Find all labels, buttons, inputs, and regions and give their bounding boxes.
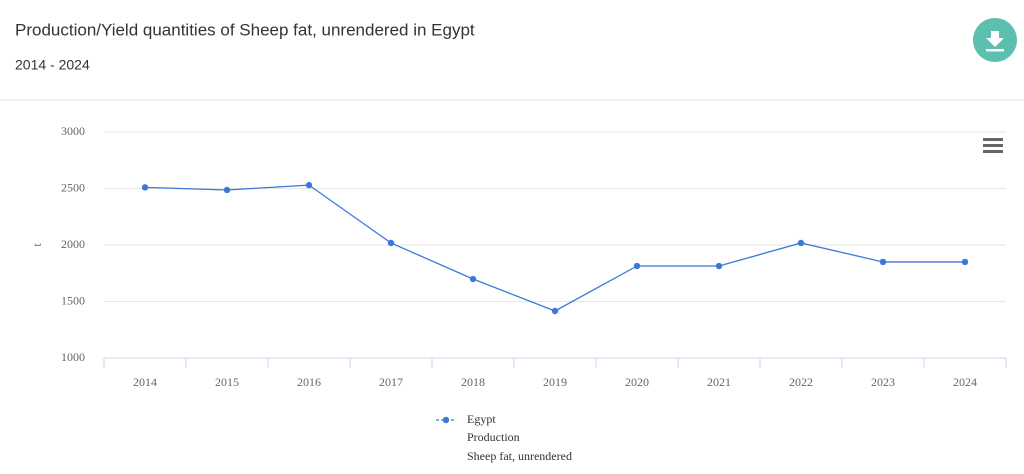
data-point (305, 181, 313, 189)
download-button[interactable] (973, 18, 1017, 62)
y-tick-label: 1000 (61, 350, 85, 364)
chart-title: Production/Yield quantities of Sheep fat… (15, 20, 475, 39)
data-point (141, 184, 149, 191)
data-point (387, 239, 395, 247)
data-point (633, 262, 641, 270)
data-point (469, 275, 477, 283)
series-line (144, 184, 965, 312)
y-tick-label: 3000 (61, 124, 85, 138)
data-point (797, 239, 805, 247)
download-icon[interactable] (986, 31, 1004, 52)
x-tick-label: 2023 (871, 375, 895, 389)
menu-button[interactable] (983, 138, 1003, 153)
x-tick-label: 2015 (215, 375, 239, 389)
menu-bar[interactable] (983, 138, 1003, 141)
legend-label: Egypt (467, 412, 496, 426)
data-point (223, 186, 231, 194)
data-point (879, 258, 887, 266)
menu-bar[interactable] (983, 144, 1003, 147)
x-tick-label: 2022 (789, 375, 813, 389)
y-tick-label: 2000 (61, 237, 85, 251)
legend-symbol-point (442, 416, 450, 424)
x-tick-label: 2016 (297, 375, 321, 389)
x-tick-label: 2021 (707, 375, 731, 389)
y-tick-label: 2500 (61, 180, 85, 194)
data-point (551, 307, 559, 315)
x-tick-label: 2024 (953, 375, 977, 389)
chart-subtitle: 2014 - 2024 (15, 57, 90, 73)
y-axis-label: t (30, 243, 44, 247)
data-point (961, 258, 969, 266)
y-tick-label: 1500 (61, 293, 85, 307)
legend-label: Sheep fat, unrendered (467, 449, 572, 463)
data-point (715, 262, 723, 270)
x-tick-label: 2020 (625, 375, 649, 389)
x-tick-label: 2018 (461, 375, 485, 389)
x-tick-label: 2014 (133, 375, 157, 389)
menu-bar[interactable] (983, 150, 1003, 153)
legend-label: Production (467, 430, 520, 444)
x-tick-label: 2019 (543, 375, 567, 389)
x-tick-label: 2017 (379, 375, 403, 389)
